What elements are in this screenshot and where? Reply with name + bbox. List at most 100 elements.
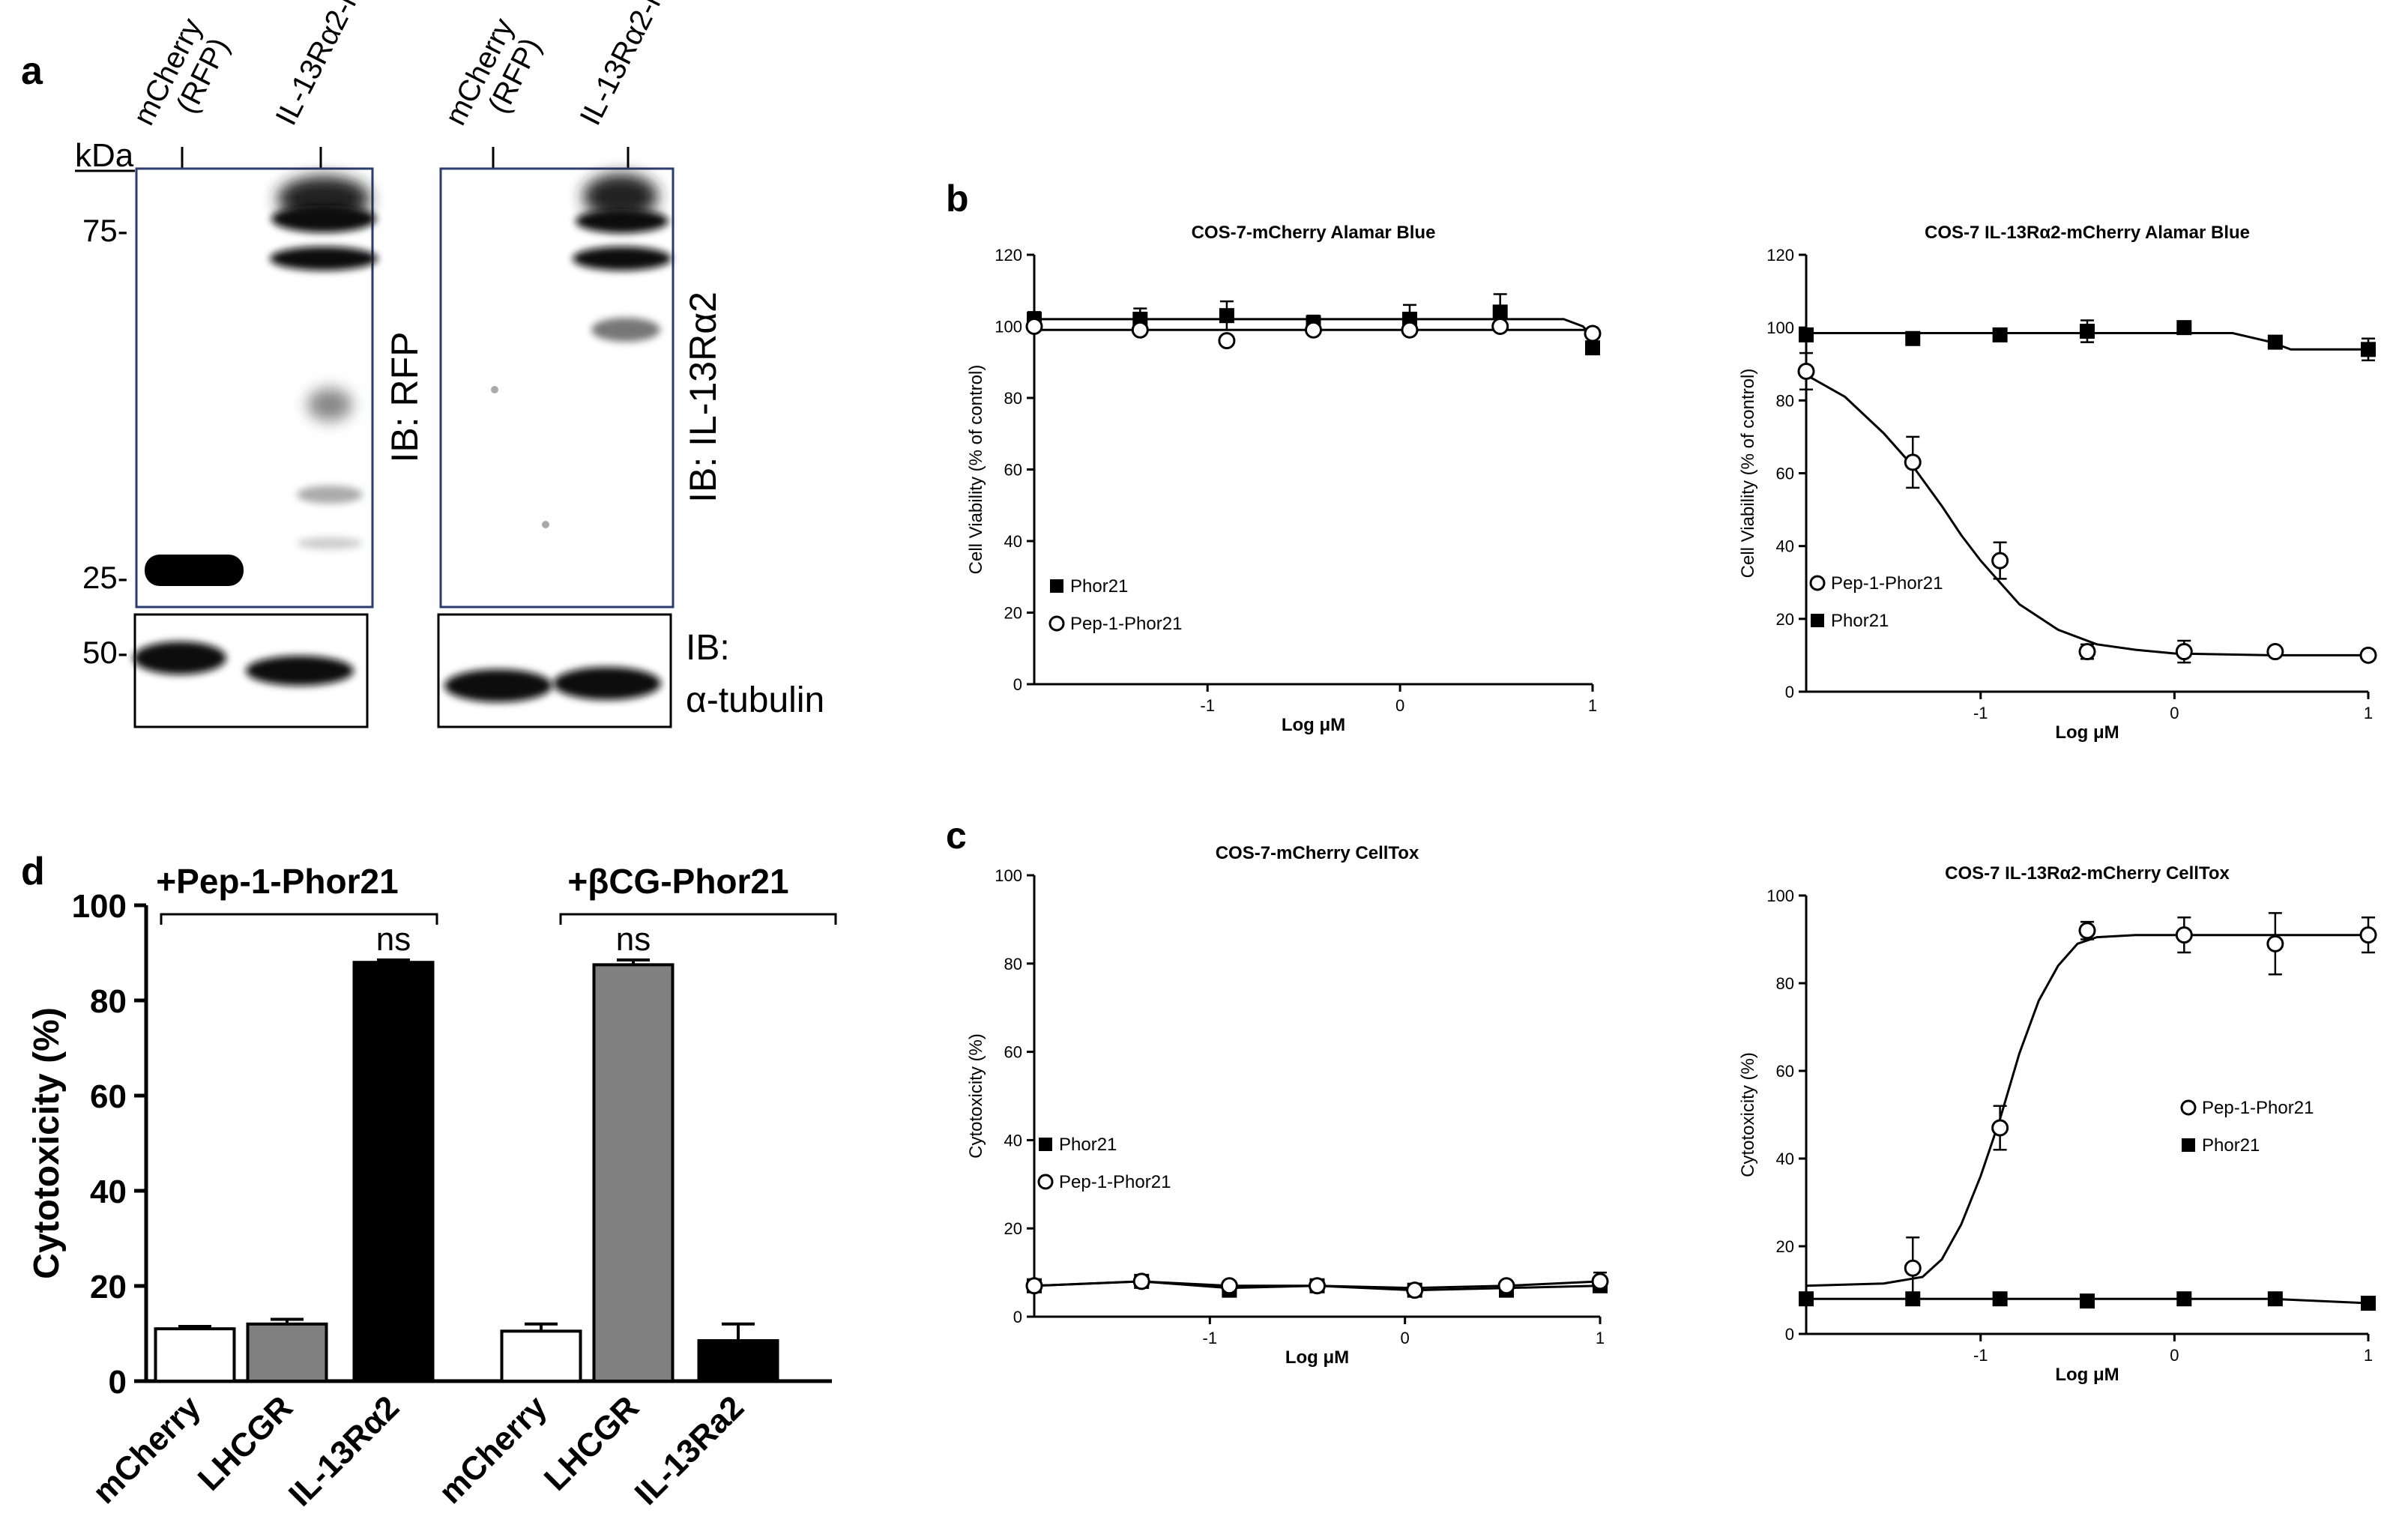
y-tick-label: 80	[1776, 391, 1794, 410]
data-point	[1799, 327, 1814, 342]
y-axis-title: Cytotoxicity (%)	[27, 1007, 67, 1279]
legend-marker	[1039, 1138, 1052, 1151]
y-tick-label: 20	[1004, 604, 1022, 623]
data-point	[2080, 324, 2095, 339]
y-tick-label: 80	[1776, 974, 1794, 993]
data-point	[1218, 332, 1236, 350]
y-tick-label: 100	[1766, 318, 1794, 337]
bar	[352, 961, 435, 1383]
y-tick-label: 20	[1776, 1237, 1794, 1256]
data-point	[2175, 926, 2193, 944]
legend-marker	[1048, 615, 1065, 632]
data-point	[1132, 1272, 1150, 1290]
data-point	[1905, 1291, 1921, 1307]
legend-marker	[2180, 1099, 2197, 1116]
data-point	[1904, 453, 1922, 471]
chart-title: COS-7-mCherry Alamar Blue	[1192, 223, 1436, 243]
y-tick-label: 20	[90, 1269, 127, 1305]
legend-label: Phor21	[2202, 1135, 2260, 1156]
x-tick-label: -1	[1200, 696, 1215, 715]
fit-curve	[1805, 373, 2368, 656]
blot-rfp	[135, 167, 374, 609]
data-point	[1492, 304, 1508, 320]
ib-rfp-label: IB: RFP	[384, 331, 426, 462]
panel-label-a: a	[21, 49, 43, 93]
x-tick-label: -1	[1203, 1329, 1218, 1347]
data-point	[1904, 1259, 1922, 1277]
y-tick-label: 40	[1776, 1150, 1794, 1168]
marker-50: 50-	[82, 635, 128, 670]
x-tick-label: 0	[1401, 1329, 1410, 1347]
y-tick-label: 100	[72, 888, 127, 925]
y-tick-label: 100	[995, 866, 1022, 885]
legend-label: Pep-1-Phor21	[1831, 573, 1943, 594]
data-point	[1491, 318, 1509, 335]
legend-marker	[1050, 579, 1063, 593]
x-axis-title: Log μM	[2055, 1365, 2119, 1385]
data-point	[2078, 643, 2096, 661]
y-tick-label: 20	[1004, 1219, 1022, 1238]
data-point	[1305, 321, 1322, 339]
kda-label: kDa	[75, 137, 134, 174]
x-tick-label: 1	[1588, 696, 1597, 715]
marker-25: 25-	[82, 560, 128, 595]
data-point	[2267, 334, 2283, 350]
data-point	[2176, 1291, 2192, 1307]
legend-label: Phor21	[1831, 611, 1889, 631]
group-label: +βCG-Phor21	[567, 862, 788, 901]
y-tick-label: 120	[995, 246, 1022, 265]
data-point	[1991, 1119, 2009, 1137]
legend-label: Phor21	[1070, 576, 1128, 597]
x-tick-label: 1	[2364, 704, 2373, 722]
panel-label-b: b	[946, 178, 969, 220]
chart-title: COS-7 IL-13Rα2-mCherry CellTox	[1945, 863, 2230, 884]
x-tick-label: 0	[2170, 704, 2179, 722]
panel-label-d: d	[21, 850, 45, 893]
group-bracket	[559, 913, 837, 925]
data-point	[2266, 643, 2284, 661]
y-tick-label: 80	[1004, 955, 1022, 973]
data-point	[2267, 1291, 2283, 1307]
legend-label: Pep-1-Phor21	[1059, 1172, 1171, 1192]
y-tick-label: 0	[1013, 1308, 1022, 1326]
x-tick-label: 0	[1395, 696, 1404, 715]
y-tick-label: 40	[1776, 537, 1794, 556]
y-tick-label: 80	[90, 983, 127, 1020]
x-axis-title: Log μM	[1282, 715, 1345, 735]
fit-curve	[1805, 934, 2368, 1287]
data-point	[1797, 362, 1815, 380]
y-tick-label: 80	[1004, 389, 1022, 408]
data-point	[2078, 922, 2096, 940]
chart-c-il13ra2-celltox: COS-7 IL-13Rα2-mCherry CellTox 0 20 40 60 80 1…	[1738, 863, 2377, 1385]
legend-marker	[2182, 1138, 2195, 1152]
x-tick-label: 1	[1596, 1329, 1605, 1347]
bar	[154, 1327, 236, 1383]
blot-il13ra2	[439, 167, 675, 609]
y-tick-label: 60	[1776, 465, 1794, 483]
data-point	[1220, 1277, 1238, 1295]
chart-title: COS-7 IL-13Rα2-mCherry Alamar Blue	[1925, 223, 2250, 243]
data-point	[1992, 1291, 2008, 1307]
legend-label: Pep-1-Phor21	[1070, 614, 1182, 634]
bar	[246, 1322, 328, 1383]
y-tick-label: 60	[1776, 1062, 1794, 1081]
significance-label: ns	[376, 921, 411, 958]
y-axis-title: Cytotoxicity (%)	[1738, 1052, 1758, 1177]
data-point	[1309, 1277, 1326, 1295]
y-tick-label: 60	[1004, 461, 1022, 480]
y-tick-label: 60	[1004, 1043, 1022, 1062]
significance-label: ns	[616, 921, 651, 958]
data-point	[2359, 926, 2377, 944]
data-point	[1219, 308, 1234, 324]
group-bracket	[160, 913, 438, 925]
data-point	[2080, 1293, 2095, 1309]
ib-tubulin-label-2: α-tubulin	[686, 680, 824, 720]
data-point	[1991, 552, 2009, 570]
data-point	[1131, 321, 1149, 339]
x-tick-label: 1	[2364, 1346, 2373, 1365]
legend-marker	[1811, 614, 1824, 627]
y-tick-label: 120	[1766, 246, 1794, 265]
x-axis-title: Log μM	[2055, 722, 2119, 743]
y-tick-label: 100	[1766, 887, 1794, 905]
data-point	[1591, 1272, 1609, 1290]
